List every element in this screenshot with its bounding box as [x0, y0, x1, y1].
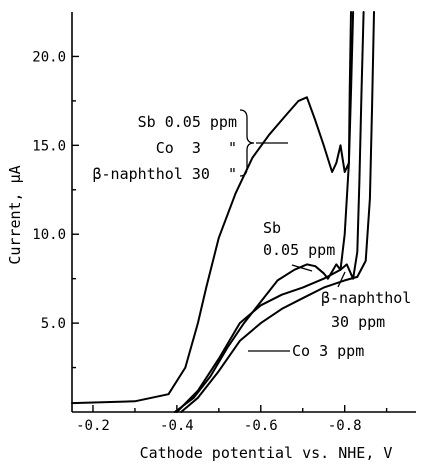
- annotation-naphthol-label: β-naphthol: [321, 289, 411, 307]
- x-axis-label: Cathode potential vs. NHE, V: [140, 444, 393, 462]
- annotation-combined-co: Co 3 ": [156, 139, 237, 157]
- series-line-2: [173, 11, 355, 413]
- annotation-naphthol: β-naphthol 30 ppm: [321, 271, 411, 331]
- y-ticks: 5.0 10.0 15.0 20.0: [32, 49, 79, 369]
- x-tick-label: -0.4: [160, 418, 194, 434]
- x-tick-label: -0.6: [244, 418, 278, 434]
- annotation-sb: Sb 0.05 ppm: [263, 219, 335, 272]
- y-tick-label: 15.0: [32, 138, 66, 154]
- series-line-3: [175, 11, 365, 413]
- x-tick-label: -0.8: [328, 418, 362, 434]
- y-tick-label: 5.0: [41, 316, 66, 332]
- annotation-naphthol-conc: 30 ppm: [331, 313, 385, 331]
- annotation-combined-naphthol: β-naphthol 30 ": [93, 165, 238, 183]
- x-ticks: -0.2 -0.4 -0.6 -0.8: [76, 405, 388, 434]
- series-line-4: [180, 11, 375, 413]
- annotation-sb-leader: [291, 264, 313, 272]
- annotation-sb-conc: 0.05 ppm: [263, 241, 335, 259]
- annotation-co-label: Co 3 ppm: [292, 342, 364, 360]
- y-axis-label: Current, μA: [6, 165, 24, 264]
- y-tick-label: 10.0: [32, 227, 66, 243]
- annotation-co: Co 3 ppm: [248, 342, 364, 360]
- series-line-1: [71, 11, 352, 405]
- annotation-brace: [239, 109, 255, 177]
- curves: [71, 11, 375, 413]
- annotation-naphthol-leader: [337, 271, 346, 288]
- y-tick-label: 20.0: [32, 49, 66, 65]
- x-tick-label: -0.2: [76, 418, 110, 434]
- annotation-sb-label: Sb: [263, 219, 281, 237]
- annotation-combined: Sb 0.05 ppm Co 3 " β-naphthol 30 ": [93, 109, 288, 183]
- annotation-combined-sb: Sb 0.05 ppm: [138, 113, 237, 131]
